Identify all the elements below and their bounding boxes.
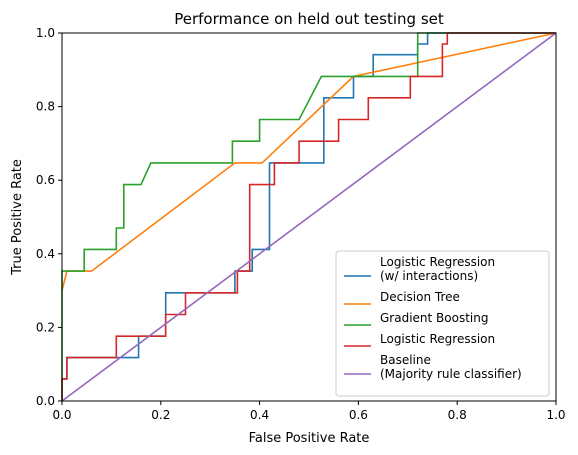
legend-label-3: Gradient Boosting xyxy=(380,311,488,325)
x-tick-label: 0.4 xyxy=(250,408,269,422)
y-axis-label: True Positive Rate xyxy=(10,159,25,276)
y-tick-label: 0.4 xyxy=(36,247,55,261)
y-tick-label: 0.6 xyxy=(36,173,55,187)
legend-label-5: Baseline (Majority rule classifier) xyxy=(380,353,522,381)
x-tick-label: 1.0 xyxy=(546,408,565,422)
x-tick-label: 0.6 xyxy=(349,408,368,422)
legend: Logistic Regression (w/ interactions) Deci… xyxy=(335,250,550,397)
y-tick-label: 1.0 xyxy=(36,26,55,40)
x-tick-label: 0.8 xyxy=(448,408,467,422)
plot-border xyxy=(61,32,557,402)
legend-label-4: Logistic Regression xyxy=(380,332,495,346)
x-axis-label: False Positive Rate xyxy=(249,431,370,446)
y-tick-label: 0.2 xyxy=(36,320,55,334)
chart-title: Performance on held out testing set xyxy=(174,10,444,28)
series-line-3 xyxy=(61,32,556,401)
x-tick-label: 0.0 xyxy=(52,408,71,422)
axis-ticks: 0.0 0.2 0.4 0.6 0.8 1.0 0.0 0.2 0.4 0.6 0.8 1.0 xyxy=(36,26,566,422)
series-lines xyxy=(61,32,557,402)
legend-label-2: Decision Tree xyxy=(380,290,460,304)
y-tick-label: 0.8 xyxy=(36,100,55,114)
legend-label-1: Logistic Regression (w/ interactions) xyxy=(380,255,495,283)
y-tick-label: 0.0 xyxy=(36,394,55,408)
series-line-4 xyxy=(61,32,556,401)
x-tick-label: 0.2 xyxy=(151,408,170,422)
series-line-5 xyxy=(61,32,557,402)
legend-box xyxy=(335,250,550,397)
